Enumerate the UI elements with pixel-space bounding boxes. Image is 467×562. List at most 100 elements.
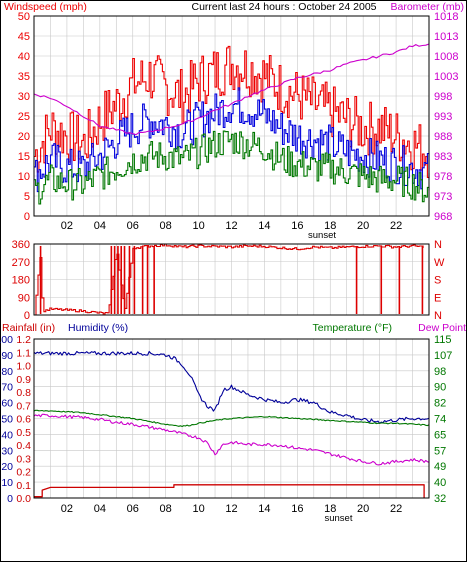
climate-time-tick-06: 06 — [127, 503, 139, 515]
compass-label-3: E — [434, 292, 441, 304]
wind-gust-line — [34, 45, 430, 178]
barometer-line — [33, 43, 430, 136]
windspeed-tick-45: 45 — [18, 31, 30, 43]
rain-tick-0.1: 0.1 — [16, 480, 31, 492]
wind-time-tick-16: 16 — [291, 220, 303, 232]
climate-time-tick-10: 10 — [192, 503, 204, 515]
temperature-tick-49: 49 — [434, 461, 446, 473]
humidity-tick-30: 30 — [1, 445, 13, 457]
rainfall-line — [34, 484, 425, 498]
climate-time-tick-12: 12 — [225, 503, 237, 515]
wind-time-tick-12: 12 — [225, 220, 237, 232]
humidity-tick-80: 80 — [1, 366, 13, 378]
temperature-line — [33, 409, 430, 428]
rain-tick-0.2: 0.2 — [16, 467, 31, 479]
temperature-tick-82: 82 — [434, 398, 446, 410]
temperature-tick-90: 90 — [434, 382, 446, 394]
humidity-tick-20: 20 — [1, 461, 13, 473]
wind-avg-line — [34, 87, 430, 193]
climate-time-tick-02: 02 — [61, 503, 73, 515]
climate-sunset-label: sunset — [324, 513, 352, 524]
compass-label-2: S — [434, 275, 441, 287]
humidity-tick-50: 50 — [1, 414, 13, 426]
rain-tick-0.6: 0.6 — [16, 414, 31, 426]
barometer-tick-988: 988 — [434, 131, 452, 143]
wind-time-tick-20: 20 — [357, 220, 369, 232]
barometer-tick-968: 968 — [434, 211, 452, 223]
temperature-tick-107: 107 — [434, 350, 452, 362]
climate-time-tick-14: 14 — [258, 503, 270, 515]
humidity-tick-60: 60 — [1, 398, 13, 410]
rainfall-axis-title: Rainfall (in) — [2, 322, 55, 334]
wind-low-line — [34, 130, 430, 205]
rain-tick-1.1: 1.1 — [16, 347, 31, 359]
direction-tick-360: 360 — [12, 239, 30, 251]
wind-time-tick-08: 08 — [160, 220, 172, 232]
barometer-tick-1003: 1003 — [434, 71, 458, 83]
rain-tick-0.9: 0.9 — [16, 374, 31, 386]
direction-tick-90: 90 — [18, 292, 30, 304]
humidity-tick-90: 90 — [1, 350, 13, 362]
humidity-tick-40: 40 — [1, 429, 13, 441]
rain-tick-0.4: 0.4 — [16, 440, 31, 452]
windspeed-tick-15: 15 — [18, 151, 30, 163]
dewpoint-axis-title: Dew Point — [418, 322, 466, 334]
rain-tick-1.2: 1.2 — [16, 334, 31, 346]
temperature-tick-98: 98 — [434, 366, 446, 378]
wind-sunset-label: sunset — [308, 230, 336, 241]
barometer-tick-998: 998 — [434, 91, 452, 103]
barometer-tick-993: 993 — [434, 111, 452, 123]
wind-time-tick-10: 10 — [192, 220, 204, 232]
wind-time-tick-04: 04 — [94, 220, 106, 232]
climate-time-tick-16: 16 — [291, 503, 303, 515]
humidity-tick-70: 70 — [1, 382, 13, 394]
barometer-tick-978: 978 — [434, 171, 452, 183]
humidity-tick-100: 100 — [0, 334, 13, 346]
windspeed-tick-10: 10 — [18, 171, 30, 183]
wind-time-tick-18: 18 — [324, 220, 336, 232]
rain-tick-1.0: 1.0 — [16, 361, 31, 373]
humidity-tick-0: 0 — [7, 493, 13, 505]
temperature-tick-57: 57 — [434, 445, 446, 457]
rain-tick-0.3: 0.3 — [16, 453, 31, 465]
humidity-axis-title: Humidity (%) — [68, 322, 128, 334]
dewpoint-line — [33, 413, 430, 466]
rain-tick-0.7: 0.7 — [16, 400, 31, 412]
rain-tick-0.5: 0.5 — [16, 427, 31, 439]
barometer-tick-973: 973 — [434, 191, 452, 203]
climate-panel-frame — [33, 338, 430, 499]
humidity-tick-10: 10 — [1, 477, 13, 489]
rain-tick-0.0: 0.0 — [16, 493, 31, 505]
windspeed-tick-20: 20 — [18, 131, 30, 143]
windspeed-tick-30: 30 — [18, 91, 30, 103]
wind-time-tick-14: 14 — [258, 220, 270, 232]
barometer-tick-1008: 1008 — [434, 51, 458, 63]
temperature-tick-32: 32 — [434, 493, 446, 505]
temperature-tick-74: 74 — [434, 414, 446, 426]
windspeed-tick-50: 50 — [18, 11, 30, 23]
wind-panel-frame — [33, 15, 430, 217]
direction-tick-0: 0 — [24, 310, 30, 322]
wind-time-tick-06: 06 — [127, 220, 139, 232]
windspeed-tick-0: 0 — [24, 211, 30, 223]
temperature-tick-40: 40 — [434, 477, 446, 489]
climate-time-tick-08: 08 — [160, 503, 172, 515]
climate-time-tick-22: 22 — [390, 503, 402, 515]
rain-tick-0.8: 0.8 — [16, 387, 31, 399]
windspeed-tick-25: 25 — [18, 111, 30, 123]
barometer-tick-1018: 1018 — [434, 11, 458, 23]
windspeed-tick-40: 40 — [18, 51, 30, 63]
compass-label-1: W — [434, 257, 445, 269]
compass-label-0: N — [434, 239, 442, 251]
climate-time-tick-18: 18 — [324, 503, 336, 515]
windspeed-tick-5: 5 — [24, 191, 30, 203]
temperature-tick-115: 115 — [434, 334, 452, 346]
windspeed-axis-title: Windspeed (mph) — [4, 1, 87, 13]
windspeed-tick-35: 35 — [18, 71, 30, 83]
compass-label-4: N — [434, 310, 442, 322]
barometer-tick-983: 983 — [434, 151, 452, 163]
wind-time-tick-02: 02 — [61, 220, 73, 232]
wind-time-tick-22: 22 — [390, 220, 402, 232]
